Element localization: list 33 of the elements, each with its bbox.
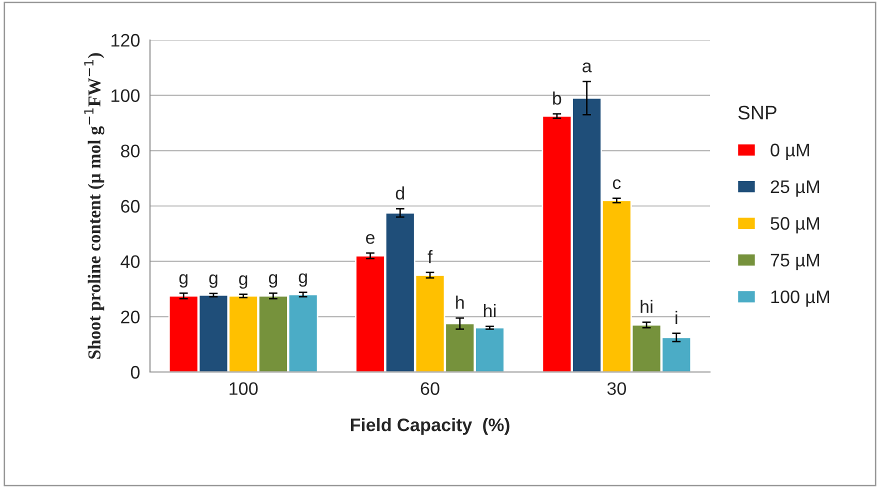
annotation: g [179, 274, 188, 288]
annotation: g [298, 273, 307, 287]
annotation: h [456, 296, 464, 309]
x-tick-label: 30 [607, 382, 626, 395]
y-axis-title: Shoot proline content (µ mol g$^{−1}$FW$^{−1}$) [84, 53, 104, 359]
annotation: i [676, 310, 678, 324]
legend-label: 25 µM [770, 180, 820, 197]
y-tick-label: 100 [112, 89, 140, 102]
annotation: g [239, 275, 248, 289]
annotation: a [582, 62, 592, 72]
annotation: c [612, 179, 621, 190]
x-tick-label: 60 [420, 382, 440, 395]
y-tick-label: 120 [112, 34, 140, 47]
y-tick-label: 40 [120, 255, 140, 268]
y-tick-label: 80 [120, 144, 140, 158]
x-tick-label: 100 [230, 382, 258, 395]
legend-label: 100 µM [771, 290, 830, 307]
annotation: f [428, 250, 433, 264]
annotation: d [396, 186, 404, 200]
legend-label: 50 µM [770, 217, 820, 234]
annotation: g [209, 274, 218, 288]
annotation: g [268, 274, 278, 288]
x-axis-title: Field Capacity (%) [350, 418, 510, 435]
legend-label: 75 µM [770, 254, 820, 270]
legend-label: 0 µM [770, 144, 809, 160]
annotation: hi [484, 304, 496, 318]
y-tick-label: 60 [121, 200, 140, 213]
y-tick-label: 0 [130, 366, 140, 379]
annotation: b [553, 91, 562, 105]
legend-title: SNP [738, 106, 776, 120]
y-tick-label: 20 [121, 310, 140, 324]
annotation: e [366, 234, 374, 244]
annotation: hi [640, 300, 652, 313]
